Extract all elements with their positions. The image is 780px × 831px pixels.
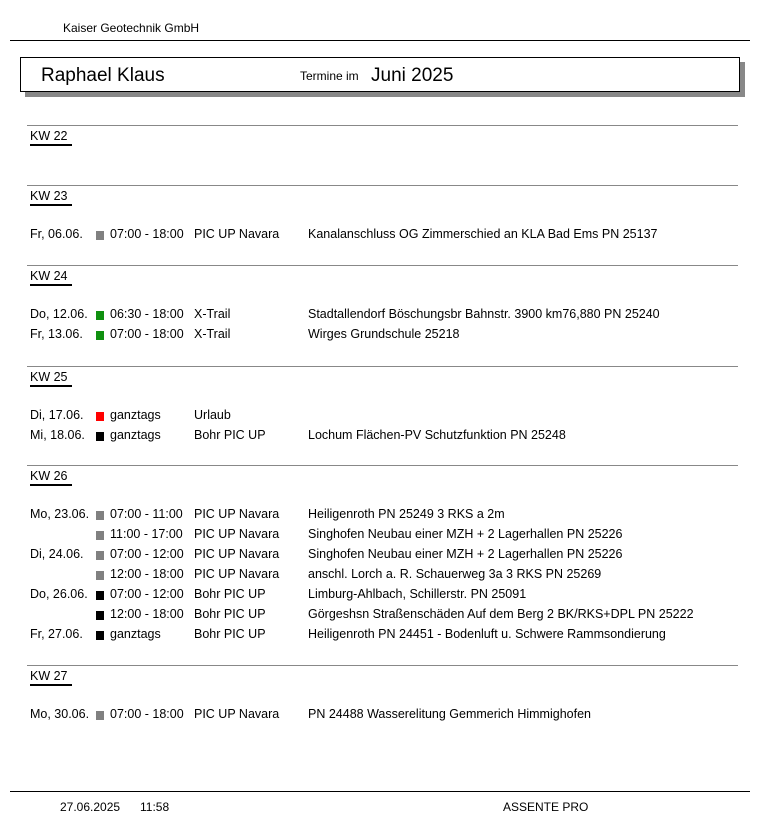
appointment-day: Mo, 30.06. xyxy=(30,707,90,721)
week-label: KW 26 xyxy=(30,469,72,486)
appointment-day: Fr, 13.06. xyxy=(30,327,83,341)
status-color-square xyxy=(96,591,104,600)
appointment-time: 12:00 - 18:00 xyxy=(110,607,184,621)
appointment-vehicle: X-Trail xyxy=(194,307,231,321)
status-color-square xyxy=(96,511,104,520)
appointment-description: PN 24488 Wasserelitung Gemmerich Himmigh… xyxy=(308,707,591,721)
status-color-square xyxy=(96,571,104,580)
status-color-square xyxy=(96,631,104,640)
appointment-time: 07:00 - 12:00 xyxy=(110,587,184,601)
appointment-time: ganztags xyxy=(110,408,161,422)
week-divider xyxy=(27,366,738,367)
appointment-day: Fr, 06.06. xyxy=(30,227,83,241)
appointment-time: 07:00 - 12:00 xyxy=(110,547,184,561)
footer-divider xyxy=(10,791,750,792)
appointment-description: Singhofen Neubau einer MZH + 2 Lagerhall… xyxy=(308,547,623,561)
appointment-day: Di, 17.06. xyxy=(30,408,84,422)
print-time: 11:58 xyxy=(140,800,170,814)
status-color-square xyxy=(96,311,104,320)
appointment-description: Görgeshsn Straßenschäden Auf dem Berg 2 … xyxy=(308,607,694,621)
week-divider xyxy=(27,185,738,186)
week-divider xyxy=(27,125,738,126)
appointment-vehicle: PIC UP Navara xyxy=(194,707,280,721)
appointment-time: 07:00 - 18:00 xyxy=(110,327,184,341)
appointment-vehicle: Urlaub xyxy=(194,408,231,422)
appointment-time: 12:00 - 18:00 xyxy=(110,567,184,581)
appointment-day: Mo, 23.06. xyxy=(30,507,90,521)
week-divider xyxy=(27,665,738,666)
title-box: Raphael Klaus Termine im Juni 2025 xyxy=(20,57,740,92)
week-divider xyxy=(27,465,738,466)
termine-label: Termine im xyxy=(300,69,359,83)
status-color-square xyxy=(96,331,104,340)
appointment-day: Fr, 27.06. xyxy=(30,627,83,641)
appointment-description: Heiligenroth PN 24451 - Bodenluft u. Sch… xyxy=(308,627,666,641)
appointment-description: Heiligenroth PN 25249 3 RKS a 2m xyxy=(308,507,505,521)
appointment-description: Stadtallendorf Böschungsbr Bahnstr. 3900… xyxy=(308,307,660,321)
appointment-time: 06:30 - 18:00 xyxy=(110,307,184,321)
app-name: ASSENTE PRO xyxy=(503,800,589,814)
appointment-description: Kanalanschluss OG Zimmerschied an KLA Ba… xyxy=(308,227,658,241)
appointment-description: Limburg-Ahlbach, Schillerstr. PN 25091 xyxy=(308,587,527,601)
week-label: KW 23 xyxy=(30,189,72,206)
appointment-time: 07:00 - 11:00 xyxy=(110,507,183,521)
appointment-time: 07:00 - 18:00 xyxy=(110,707,184,721)
appointment-day: Di, 24.06. xyxy=(30,547,84,561)
week-label: KW 25 xyxy=(30,370,72,387)
status-color-square xyxy=(96,231,104,240)
company-name: Kaiser Geotechnik GmbH xyxy=(63,21,200,35)
status-color-square xyxy=(96,711,104,720)
status-color-square xyxy=(96,531,104,540)
appointment-day: Do, 26.06. xyxy=(30,587,88,601)
appointment-vehicle: PIC UP Navara xyxy=(194,567,280,581)
appointment-vehicle: PIC UP Navara xyxy=(194,227,280,241)
appointment-day: Mi, 18.06. xyxy=(30,428,85,442)
appointment-vehicle: PIC UP Navara xyxy=(194,547,280,561)
appointment-day: Do, 12.06. xyxy=(30,307,88,321)
appointment-vehicle: PIC UP Navara xyxy=(194,527,280,541)
week-label: KW 22 xyxy=(30,129,72,146)
month-title: Juni 2025 xyxy=(371,65,454,86)
status-color-square xyxy=(96,432,104,441)
print-date: 27.06.2025 xyxy=(60,800,121,814)
appointment-vehicle: Bohr PIC UP xyxy=(194,428,266,442)
appointment-time: ganztags xyxy=(110,428,161,442)
person-name: Raphael Klaus xyxy=(41,65,165,86)
week-label: KW 27 xyxy=(30,669,72,686)
appointment-description: Lochum Flächen-PV Schutzfunktion PN 2524… xyxy=(308,428,566,442)
status-color-square xyxy=(96,611,104,620)
appointment-vehicle: Bohr PIC UP xyxy=(194,607,266,621)
appointment-description: Wirges Grundschule 25218 xyxy=(308,327,460,341)
status-color-square xyxy=(96,551,104,560)
appointment-vehicle: PIC UP Navara xyxy=(194,507,280,521)
week-divider xyxy=(27,265,738,266)
week-label: KW 24 xyxy=(30,269,72,286)
appointment-time: ganztags xyxy=(110,627,161,641)
appointment-vehicle: Bohr PIC UP xyxy=(194,587,266,601)
appointment-description: Singhofen Neubau einer MZH + 2 Lagerhall… xyxy=(308,527,623,541)
status-color-square xyxy=(96,412,104,421)
appointment-description: anschl. Lorch a. R. Schauerweg 3a 3 RKS … xyxy=(308,567,602,581)
header-divider xyxy=(10,40,750,41)
appointment-time: 07:00 - 18:00 xyxy=(110,227,184,241)
appointment-time: 11:00 - 17:00 xyxy=(110,527,183,541)
appointment-vehicle: Bohr PIC UP xyxy=(194,627,266,641)
appointment-vehicle: X-Trail xyxy=(194,327,231,341)
